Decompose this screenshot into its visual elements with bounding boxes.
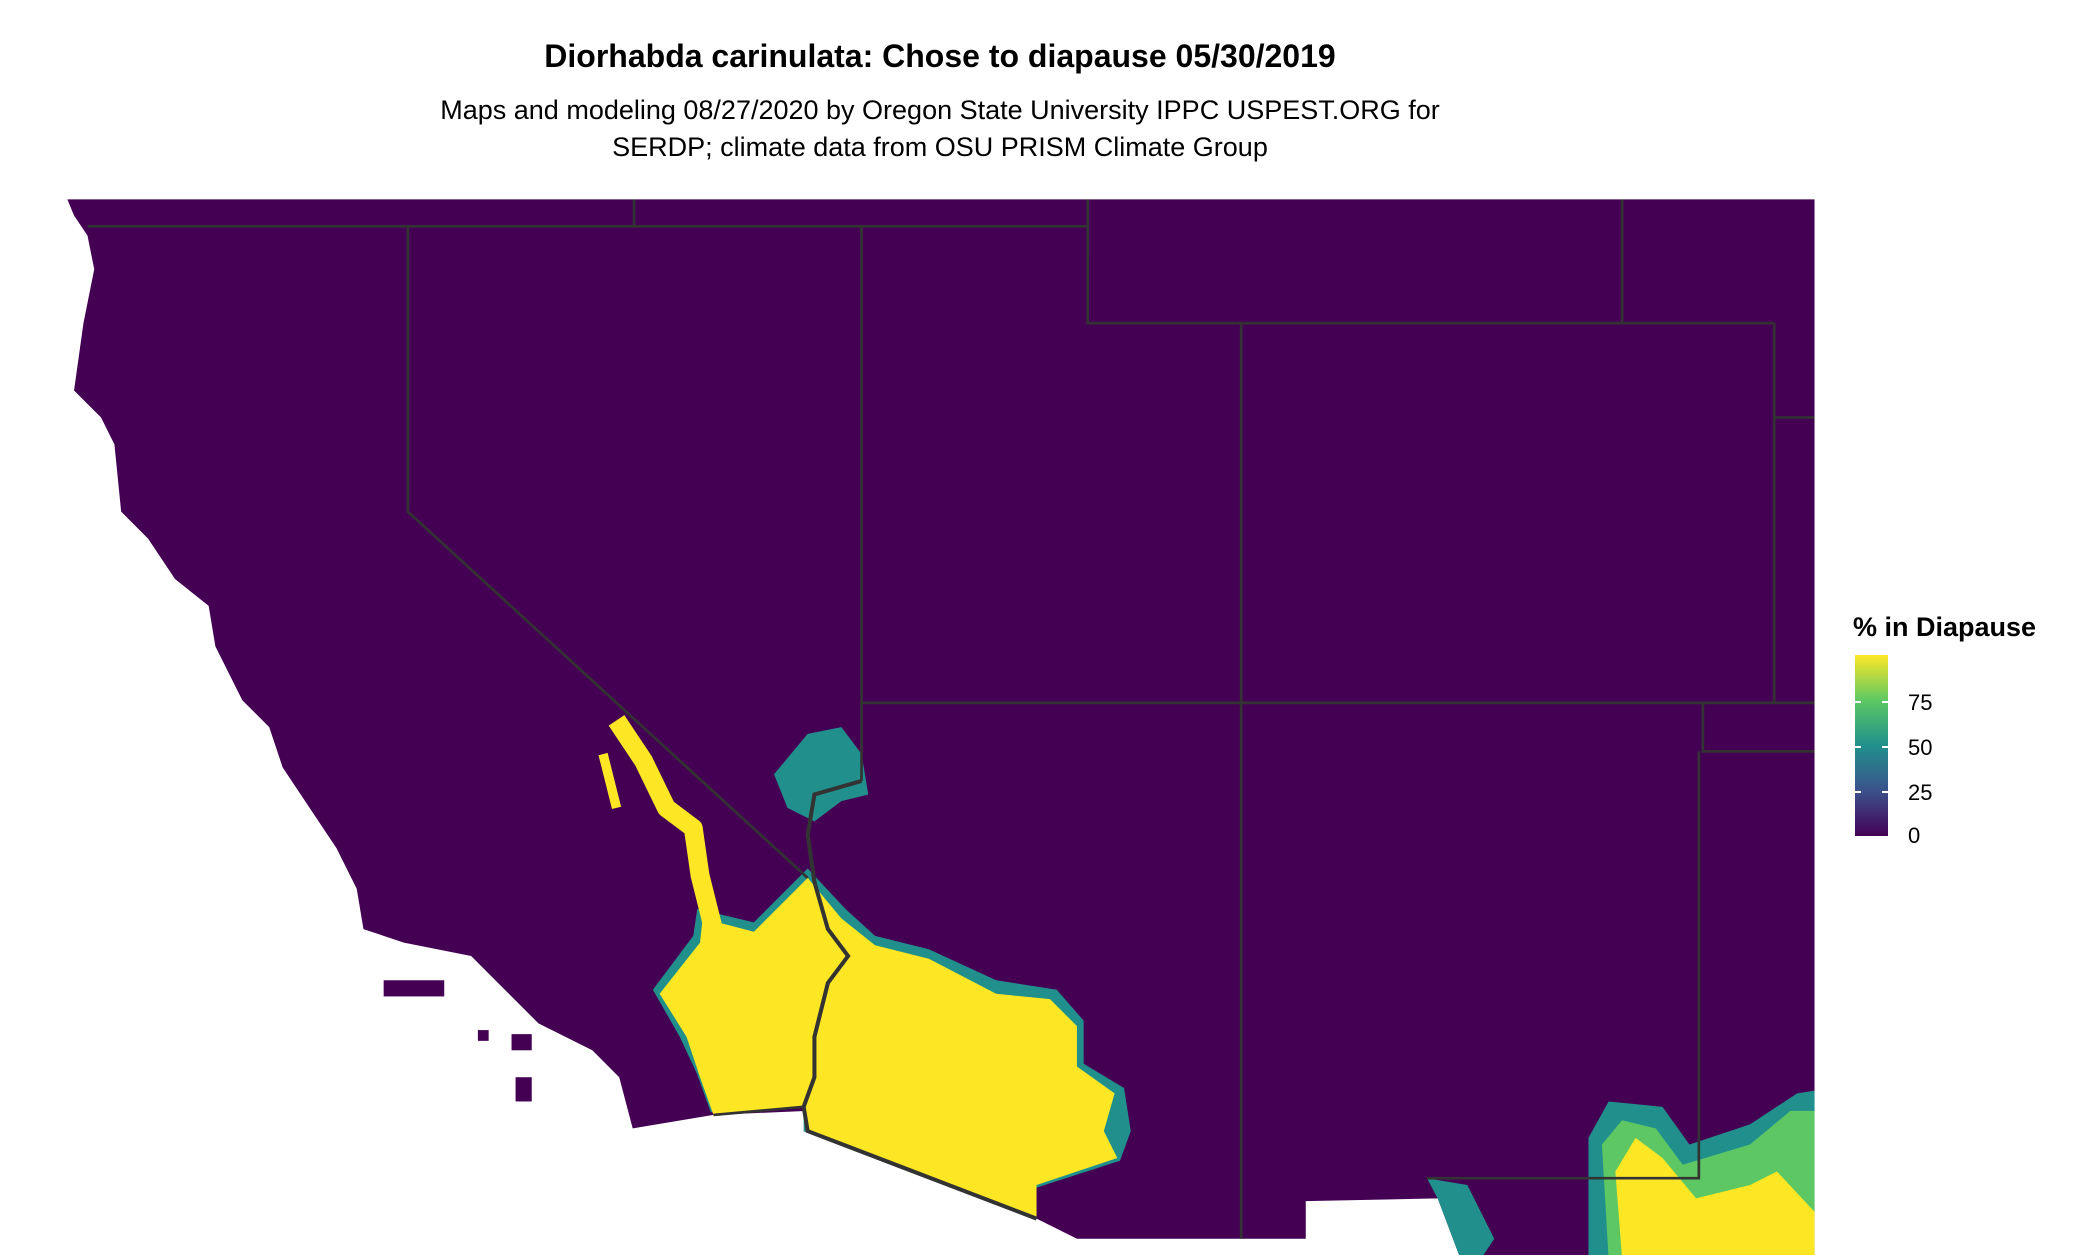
- high-diapause-regions: [598, 715, 1815, 1255]
- legend-tick-75: [1855, 701, 1888, 703]
- chart-title: Diorhabda carinulata: Chose to diapause …: [544, 38, 1336, 74]
- legend-label-50: 50: [1908, 735, 1933, 760]
- chart-subtitle: Maps and modeling 08/27/2020 by Oregon S…: [0, 92, 1880, 166]
- legend-label-0: 0: [1908, 823, 1921, 848]
- legend-label-75: 75: [1908, 690, 1933, 715]
- legend-label-25: 25: [1908, 780, 1933, 805]
- land-region: [67, 199, 1815, 1255]
- island-shapes: [383, 980, 532, 1102]
- subtitle-line-2: SERDP; climate data from OSU PRISM Clima…: [612, 132, 1268, 162]
- legend-colorbar: [1855, 655, 1888, 836]
- state-borders: [87, 199, 1815, 1239]
- legend-tick-50: [1855, 746, 1888, 748]
- subtitle-line-1: Maps and modeling 08/27/2020 by Oregon S…: [440, 95, 1440, 125]
- legend-title: % in Diapause: [1853, 612, 2037, 642]
- legend-tick-25: [1855, 791, 1888, 793]
